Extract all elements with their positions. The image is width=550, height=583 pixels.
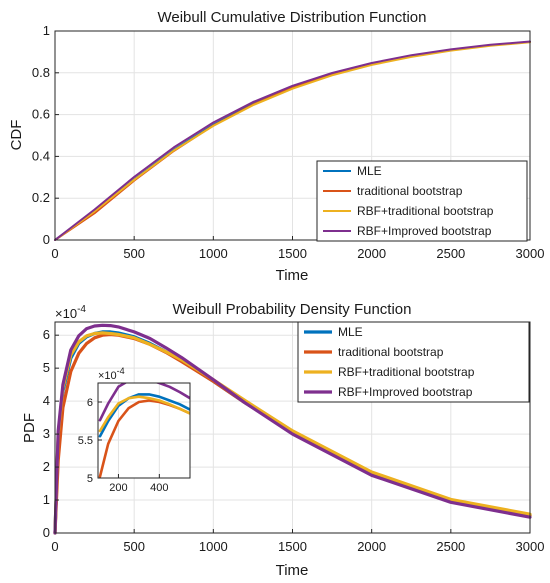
cdf-legend-label: RBF+traditional bootstrap (357, 204, 494, 218)
cdf-legend: MLE traditional bootstrap RBF+traditional … (316, 160, 528, 242)
pdf-y-exponent-power: -4 (77, 304, 86, 315)
cdf-x-tick-label: 2000 (357, 246, 386, 261)
cdf-y-tick-label: 0.6 (32, 107, 50, 122)
pdf-x-tick-label: 1000 (199, 539, 228, 554)
cdf-y-axis-label: CDF (8, 120, 25, 151)
pdf-inset-zoom: 200 400 55.56 ×10-4 (78, 366, 191, 494)
cdf-y-tick-label: 0.8 (32, 65, 50, 80)
pdf-legend-label: MLE (338, 325, 363, 339)
cdf-legend-box (316, 160, 528, 242)
cdf-title: Weibull Cumulative Distribution Function (157, 9, 426, 26)
pdf-x-tick-label: 2000 (357, 539, 386, 554)
cdf-line-rbf-traditional-bootstrap (54, 41, 531, 241)
pdf-x-tick-label: 500 (123, 539, 145, 554)
pdf-x-tick-label: 2500 (436, 539, 465, 554)
pdf-y-axis-label: PDF (21, 413, 38, 443)
inset-x-tick-label: 200 (109, 482, 127, 494)
pdf-y-tick-label: 2 (43, 459, 50, 474)
cdf-y-ticks: 0 0.2 0.4 0.6 0.8 1 (32, 23, 59, 247)
inset-line-rbf-improved-bootstrap (98, 383, 190, 422)
inset-line-mle (98, 393, 190, 438)
pdf-y-tick-label: 1 (43, 492, 50, 507)
pdf-legend-label: RBF+traditional bootstrap (338, 365, 475, 379)
inset-y-exponent-base: ×10 (98, 370, 117, 382)
pdf-y-exponent: ×10-4 (55, 304, 86, 321)
cdf-legend-label: RBF+Improved bootstrap (357, 224, 492, 238)
pdf-legend-label: traditional bootstrap (338, 345, 444, 359)
inset-y-exponent-power: -4 (117, 366, 125, 376)
pdf-x-tick-label: 3000 (516, 539, 545, 554)
cdf-x-tick-label: 500 (123, 246, 145, 261)
pdf-line-rbf-traditional-bootstrap (53, 331, 532, 535)
pdf-y-tick-label: 6 (43, 327, 50, 342)
inset-y-tick-label: 6 (87, 397, 93, 409)
cdf-legend-label: MLE (357, 164, 382, 178)
inset-frame (97, 382, 191, 479)
pdf-legend: MLE traditional bootstrap RBF+traditional … (297, 321, 530, 403)
cdf-x-tick-label: 1000 (199, 246, 228, 261)
pdf-y-ticks: 0 1 2 3 4 5 6 (43, 327, 59, 540)
cdf-x-axis-label: Time (276, 267, 309, 284)
cdf-x-ticks: 0 500 1000 1500 2000 2500 3000 (51, 236, 544, 261)
pdf-x-axis-label: Time (276, 562, 309, 579)
cdf-y-tick-label: 0 (43, 232, 50, 247)
cdf-line-rbf-improved-bootstrap (54, 40, 531, 241)
pdf-y-tick-label: 5 (43, 360, 50, 375)
pdf-y-tick-label: 0 (43, 525, 50, 540)
cdf-y-tick-label: 0.4 (32, 148, 50, 163)
cdf-x-tick-label: 3000 (516, 246, 545, 261)
pdf-line-rbf-improved-bootstrap (53, 323, 532, 535)
cdf-x-tick-label: 0 (51, 246, 58, 261)
inset-y-tick-label: 5 (87, 473, 93, 485)
cdf-x-tick-label: 1500 (278, 246, 307, 261)
inset-y-ticks: 55.56 (78, 397, 102, 485)
cdf-y-tick-label: 1 (43, 23, 50, 38)
cdf-plot: Weibull Cumulative Distribution Function… (8, 9, 544, 284)
cdf-y-tick-label: 0.2 (32, 190, 50, 205)
inset-x-tick-label: 400 (150, 482, 168, 494)
pdf-y-exponent-base: ×10 (55, 306, 77, 321)
cdf-x-tick-label: 2500 (436, 246, 465, 261)
inset-y-tick-label: 5.5 (78, 435, 93, 447)
cdf-legend-label: traditional bootstrap (357, 184, 463, 198)
pdf-y-tick-label: 4 (43, 393, 50, 408)
pdf-x-tick-label: 0 (51, 539, 58, 554)
cdf-series-lines (54, 40, 531, 241)
pdf-plot: Weibull Probability Density Function ×10… (21, 301, 544, 579)
inset-line-rbf-traditional-bootstrap (98, 395, 190, 433)
pdf-title: Weibull Probability Density Function (173, 301, 412, 318)
pdf-x-tick-label: 1500 (278, 539, 307, 554)
pdf-legend-label: RBF+Improved bootstrap (338, 385, 473, 399)
inset-x-ticks: 200 400 (109, 474, 169, 494)
pdf-y-tick-label: 3 (43, 426, 50, 441)
pdf-series-lines (53, 323, 532, 535)
inset-y-exponent: ×10-4 (98, 366, 125, 382)
inset-series-lines (98, 383, 190, 478)
pdf-x-ticks: 0 500 1000 1500 2000 2500 3000 (51, 529, 544, 554)
pdf-legend-box (297, 321, 530, 403)
